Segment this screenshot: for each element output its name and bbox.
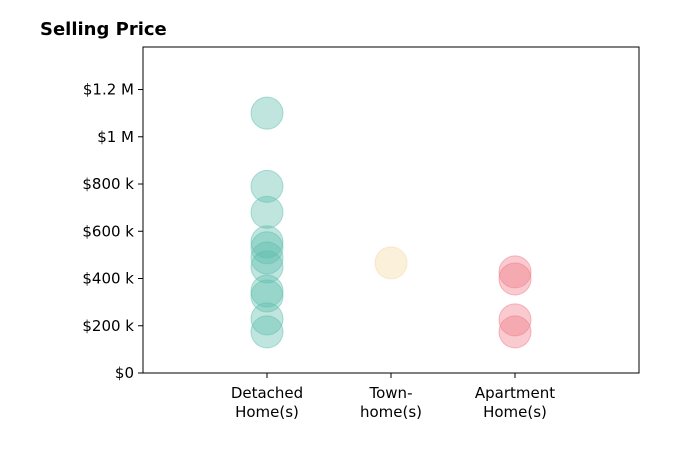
x-tick-label: Apartment Home(s) xyxy=(475,384,555,421)
point xyxy=(250,241,284,275)
y-tick-label: $400 k xyxy=(82,270,134,288)
point xyxy=(250,274,284,308)
point xyxy=(498,255,532,289)
y-tick-label: $200 k xyxy=(82,317,134,335)
point xyxy=(250,96,284,130)
chart-title: Selling Price xyxy=(40,19,167,40)
y-tick-label: $800 k xyxy=(82,175,134,193)
point xyxy=(498,303,532,337)
y-tick-label: $1 M xyxy=(97,128,134,146)
point xyxy=(498,262,532,296)
point xyxy=(250,169,284,203)
point xyxy=(250,195,284,229)
plot-frame xyxy=(142,46,640,374)
y-tick-label: $600 k xyxy=(82,222,134,240)
x-tick-label: Detached Home(s) xyxy=(231,384,303,421)
point xyxy=(498,315,532,349)
point xyxy=(250,250,284,284)
point xyxy=(250,231,284,265)
y-tick-label: $1.2 M xyxy=(83,81,134,99)
y-tick-label: $0 xyxy=(115,364,134,382)
x-tick-label: Town-home(s) xyxy=(360,384,422,421)
point xyxy=(250,302,284,336)
point xyxy=(250,315,284,349)
point xyxy=(374,246,408,280)
point xyxy=(250,279,284,313)
